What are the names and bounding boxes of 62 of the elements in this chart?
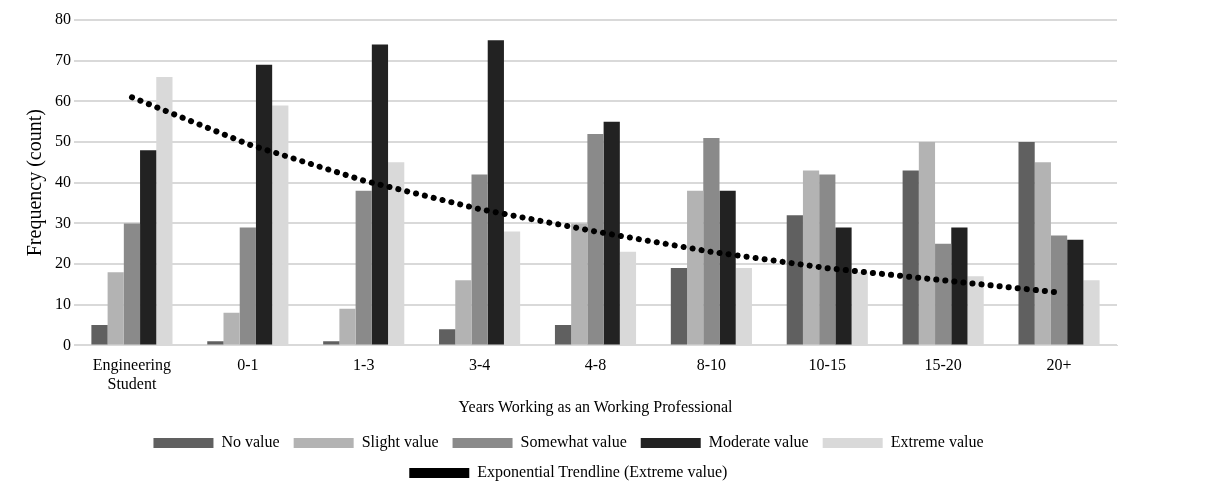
legend-label: Extreme value xyxy=(890,433,984,451)
x-tick-label: Engineering Student xyxy=(92,356,172,393)
x-tick-label: 20+ xyxy=(1046,356,1072,374)
bar xyxy=(603,121,620,345)
bar xyxy=(902,170,919,345)
y-tick-label: 60 xyxy=(55,91,71,109)
bar xyxy=(571,223,588,345)
bar xyxy=(371,44,389,345)
bar xyxy=(1067,239,1084,345)
y-tick-label: 20 xyxy=(55,254,71,272)
y-tick-label: 70 xyxy=(55,50,71,68)
legend-label: Somewhat value xyxy=(520,433,627,451)
x-tick-label: 0-1 xyxy=(237,356,259,374)
bar xyxy=(1018,142,1035,345)
y-axis-title: Frequency (count) xyxy=(23,109,47,257)
x-tick-label: 4-8 xyxy=(584,356,607,374)
bar xyxy=(207,341,224,345)
y-tick-label: 0 xyxy=(63,335,71,353)
legend-label: Exponential Trendline (Extreme value) xyxy=(477,463,728,482)
x-tick-label: 15-20 xyxy=(924,356,962,374)
bar xyxy=(835,227,852,345)
bar xyxy=(1034,162,1051,345)
x-tick-label: 1-3 xyxy=(353,356,375,374)
y-tick-label: 80 xyxy=(55,10,71,28)
legend-label: No value xyxy=(221,433,280,451)
y-tick-label: 50 xyxy=(55,132,71,150)
bar xyxy=(439,329,456,345)
x-axis-title: Years Working as an Working Professional xyxy=(458,397,733,416)
bar xyxy=(455,280,472,345)
bar xyxy=(935,243,952,345)
x-tick-label: 3-4 xyxy=(468,356,491,374)
bar xyxy=(239,227,256,345)
bar xyxy=(703,137,720,345)
y-tick-label: 30 xyxy=(55,213,71,231)
bar xyxy=(819,174,836,345)
bar xyxy=(140,150,157,345)
bar xyxy=(802,170,820,345)
bar xyxy=(107,272,124,345)
legend-label: Moderate value xyxy=(708,433,809,451)
bar xyxy=(339,308,356,345)
bar xyxy=(587,133,604,345)
bar xyxy=(223,312,240,345)
bar xyxy=(951,227,968,345)
x-tick-label: 8-10 xyxy=(696,356,727,374)
bar xyxy=(323,341,340,345)
bar xyxy=(471,174,488,345)
bar xyxy=(918,142,936,345)
bar xyxy=(1050,235,1068,345)
bar xyxy=(123,223,141,345)
bar xyxy=(786,215,803,345)
bar xyxy=(719,190,736,345)
bar xyxy=(670,268,688,345)
bar xyxy=(487,40,504,345)
legend-label: Slight value xyxy=(361,433,439,452)
bar xyxy=(554,325,572,345)
bar xyxy=(355,190,372,345)
bar xyxy=(91,325,108,345)
y-tick-label: 40 xyxy=(55,172,71,190)
y-tick-label: 10 xyxy=(55,294,71,312)
x-tick-label: 10-15 xyxy=(808,356,846,374)
bar xyxy=(255,64,273,345)
bar xyxy=(687,190,704,345)
